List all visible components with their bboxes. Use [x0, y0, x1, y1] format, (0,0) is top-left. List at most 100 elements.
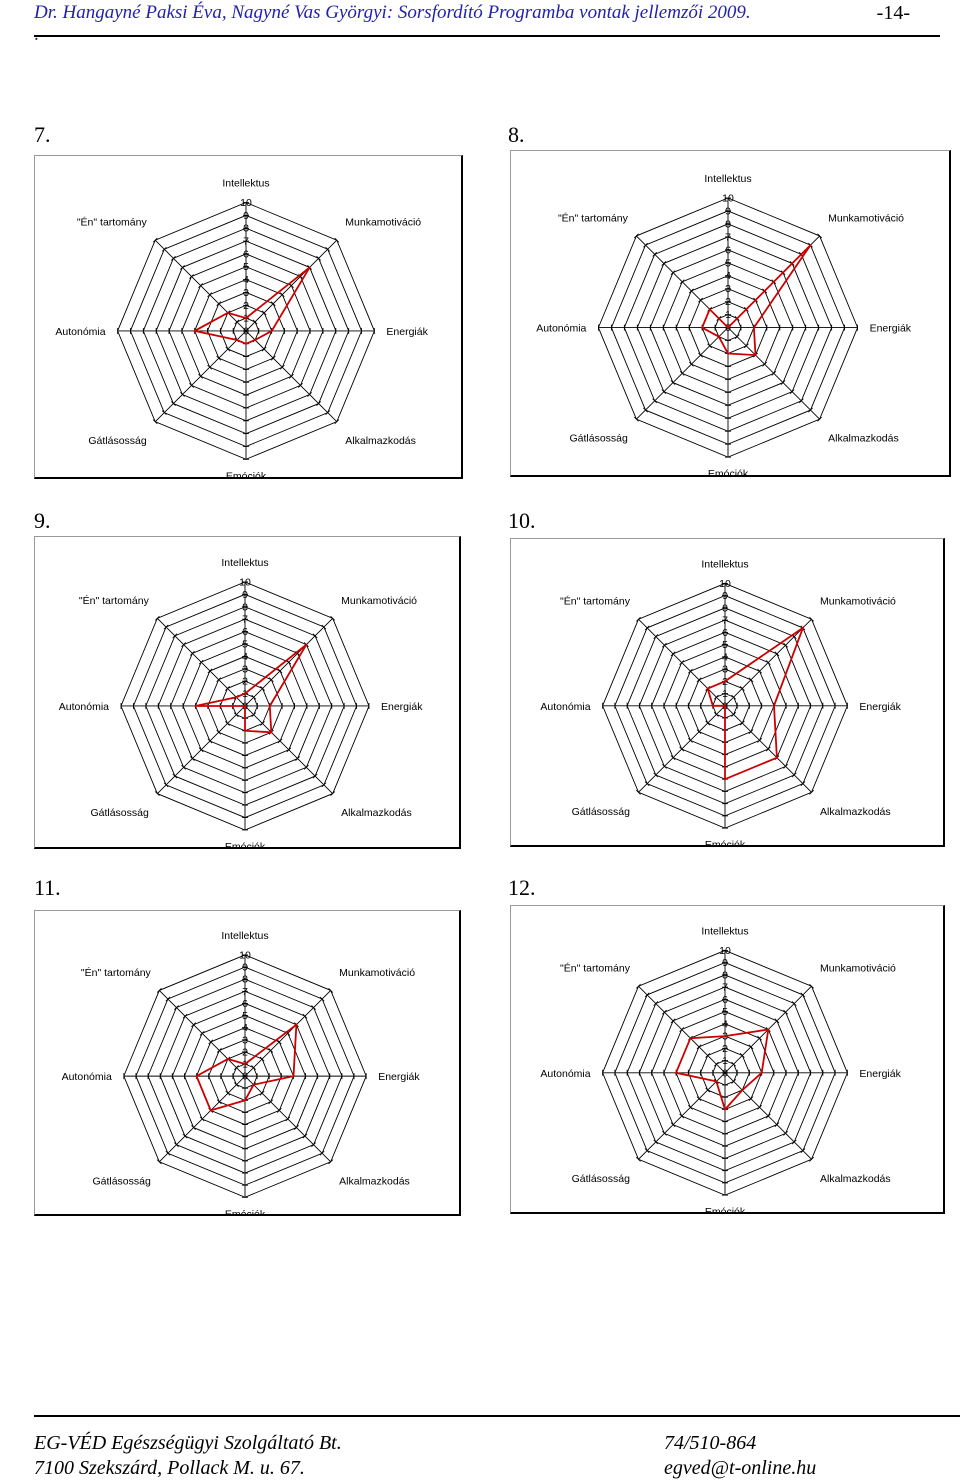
axis-tick: [748, 729, 754, 735]
data-point: [270, 329, 273, 332]
tick-label: 4: [242, 1022, 248, 1034]
footer-email[interactable]: egved@t-online.hu: [664, 1457, 817, 1479]
axis-tick: [653, 634, 659, 639]
axis-label-munkamotivacio: Munkamotiváció: [345, 217, 421, 229]
axis-label-munkamotivacio: Munkamotiváció: [339, 967, 415, 979]
chart-number-12: 12.: [508, 875, 536, 900]
axis-tick: [662, 763, 667, 769]
axis-label-munkamotivacio: Munkamotiváció: [341, 595, 417, 607]
axis-tick: [705, 720, 711, 726]
tick-label: 8: [725, 218, 731, 230]
tick-label: 8: [242, 601, 248, 613]
axis-tick: [189, 756, 195, 761]
axis-tick: [191, 1125, 196, 1130]
axis-tick: [707, 343, 713, 349]
axis-tick: [791, 1139, 797, 1145]
axis-tick: [156, 1159, 162, 1165]
axis-tick: [653, 1139, 659, 1145]
tick-label: 4: [242, 651, 248, 663]
axis-tick: [696, 677, 702, 683]
axis-tick: [757, 668, 763, 674]
tick-label: 5: [722, 639, 728, 651]
data-point: [675, 1071, 678, 1074]
tick-label: 2: [722, 1043, 728, 1055]
axis-tick: [800, 1148, 806, 1154]
axis-tick: [234, 319, 240, 325]
axis-tick: [688, 288, 694, 294]
radar-chart-11: 012345678910IntellektusMunkamotivációEne…: [34, 910, 461, 1216]
axis-label-energiak: Energiák: [378, 1071, 420, 1083]
data-point: [711, 704, 714, 707]
axis-label-autonomia: Autonómia: [62, 1071, 112, 1083]
axis-label-munkamotivacio: Munkamotiváció: [820, 596, 896, 608]
tick-label: 3: [722, 664, 728, 676]
footer-phone: 74/510-864: [664, 1432, 757, 1454]
axis-tick: [809, 983, 814, 989]
axis-label-emociok: Emóciók: [705, 1206, 746, 1212]
data-point: [775, 756, 778, 759]
axis-tick: [182, 1133, 188, 1139]
axis-label-en-tartomany: "Én" tartomány: [558, 211, 629, 224]
series-line: [192, 266, 311, 345]
axis-tick: [734, 334, 740, 340]
footer-address: 7100 Szekszárd, Pollack M. u. 67.: [34, 1457, 305, 1479]
tick-label: 7: [243, 236, 249, 248]
axis-tick: [765, 746, 771, 752]
axis-tick: [739, 720, 745, 726]
axis-tick: [251, 1065, 256, 1070]
data-point: [193, 329, 196, 332]
axis-tick: [270, 355, 276, 361]
axis-tick: [679, 746, 685, 752]
axis-tick: [154, 791, 160, 797]
axis-tick: [687, 737, 693, 743]
chart-number-7: 7.: [34, 122, 51, 147]
axis-tick: [791, 1001, 797, 1006]
axis-label-autonomia: Autonómia: [540, 1068, 590, 1080]
axis-tick: [679, 1113, 685, 1119]
tick-label: 6: [725, 244, 731, 256]
radar-svg: 012345678910IntellektusMunkamotivációEne…: [540, 558, 901, 845]
axis-tick: [207, 668, 213, 674]
tick-label: 8: [722, 969, 728, 981]
tick-label: 8: [243, 223, 249, 235]
tick-label: 10: [719, 578, 731, 590]
data-point: [244, 1099, 246, 1102]
axis-tick: [739, 1053, 745, 1058]
radar-svg: 012345678910IntellektusMunkamotivációEne…: [59, 557, 423, 847]
data-point: [226, 1057, 229, 1060]
axis-tick: [261, 310, 267, 316]
tick-label: 9: [725, 205, 731, 217]
axis-tick: [757, 737, 763, 743]
data-point: [801, 626, 804, 629]
axis-tick: [731, 694, 737, 700]
axis-tick: [259, 1056, 265, 1062]
axis-tick: [688, 361, 694, 367]
axis-tick: [170, 401, 176, 406]
radar-svg: 012345678910IntellektusMunkamotivációEne…: [55, 178, 428, 477]
axis-tick: [251, 712, 257, 718]
tick-label: 10: [719, 945, 731, 957]
axis-tick: [679, 660, 685, 665]
axis-tick: [181, 642, 187, 647]
axis-tick: [670, 270, 676, 275]
axis-label-energiak: Energiák: [870, 323, 912, 335]
axis-label-alkalmazkodas: Alkalmazkodás: [339, 1175, 410, 1187]
axis-tick: [771, 370, 777, 376]
axis-tick: [679, 279, 685, 285]
axis-tick: [316, 401, 322, 406]
chart-number-11: 11.: [34, 875, 61, 900]
axis-tick: [698, 297, 703, 303]
axis-tick: [312, 773, 318, 779]
axis-tick: [644, 992, 650, 998]
axis-tick: [152, 419, 158, 425]
data-point: [235, 339, 238, 342]
axis-tick: [234, 1082, 239, 1088]
axis-label-gatlasossag: Gátlásosság: [88, 435, 147, 447]
axis-tick: [780, 380, 786, 385]
axis-tick: [653, 1001, 659, 1006]
axis-tick: [713, 694, 719, 700]
axis-tick: [302, 1133, 308, 1139]
axis-tick: [161, 410, 167, 416]
page-footer: EG-VÉD Egészségügyi Szolgáltató Bt. 74/5…: [34, 1412, 960, 1481]
axis-tick: [198, 373, 204, 379]
